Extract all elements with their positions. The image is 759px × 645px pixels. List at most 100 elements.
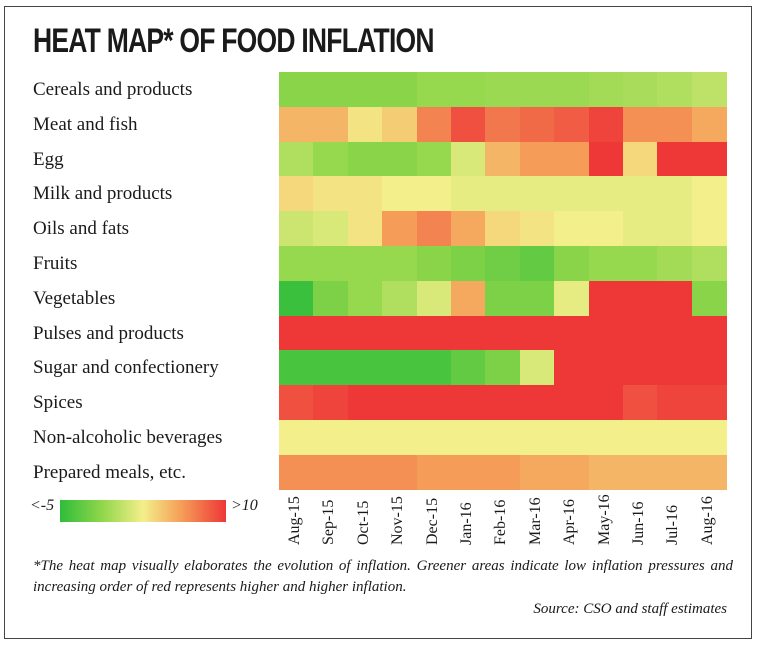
heatmap-cell — [347, 72, 383, 108]
heatmap-cell — [347, 420, 383, 456]
heatmap-cell — [279, 106, 314, 143]
heatmap-cell — [588, 211, 624, 247]
heatmap-cell — [313, 141, 349, 177]
heatmap-cell — [657, 176, 693, 212]
heatmap-cell — [623, 246, 658, 282]
heatmap-cell — [657, 280, 693, 317]
heatmap-cell — [691, 315, 727, 351]
column-label: Apr-16 — [561, 499, 579, 545]
row-label: Fruits — [33, 253, 78, 274]
heatmap-cell — [382, 72, 418, 108]
heatmap-cell — [623, 420, 658, 456]
heatmap-cell — [588, 350, 624, 386]
heatmap-cell — [347, 176, 383, 212]
heatmap-cell — [657, 72, 693, 108]
heatmap-cell — [519, 106, 555, 143]
heatmap-cell — [313, 385, 349, 421]
heatmap-cell — [657, 106, 693, 143]
row-label: Meat and fish — [33, 113, 138, 135]
heatmap-cell — [623, 280, 658, 317]
legend-max-label: >10 — [231, 497, 258, 514]
row-label: Spices — [33, 392, 83, 414]
heatmap-cell — [554, 141, 590, 177]
heatmap-cell — [279, 315, 314, 351]
row-label: Pulses and products — [33, 322, 184, 344]
heatmap-cell — [485, 246, 521, 282]
heatmap-cell — [691, 106, 727, 143]
heatmap-cell — [313, 280, 349, 317]
heatmap-cell — [588, 385, 624, 421]
heatmap-cell — [691, 385, 727, 421]
heatmap-cell — [416, 246, 452, 282]
heatmap-cell — [519, 420, 555, 456]
heatmap-cell — [554, 420, 590, 456]
heatmap-cell — [588, 315, 624, 351]
heatmap-cell — [588, 454, 624, 491]
row-label: Egg — [33, 148, 64, 170]
heatmap-cell — [279, 141, 314, 177]
heatmap-cell — [691, 211, 727, 247]
chart-frame — [4, 6, 752, 639]
heatmap-cell — [313, 211, 349, 247]
column-label: Feb-16 — [492, 499, 510, 545]
heatmap-cell — [554, 106, 590, 143]
heatmap-cell — [623, 141, 658, 177]
heatmap-cell — [691, 72, 727, 108]
heatmap-cell — [416, 385, 452, 421]
column-label: Nov-15 — [389, 496, 407, 545]
column-label: Dec-15 — [423, 497, 441, 545]
heatmap-cell — [519, 176, 555, 212]
heatmap-cell — [451, 72, 486, 108]
chart-title: HEAT MAP* OF FOOD INFLATION — [33, 22, 435, 60]
heatmap-cell — [416, 420, 452, 456]
heatmap-cell — [279, 350, 314, 386]
column-label: Mar-16 — [526, 497, 544, 545]
legend-color-bar — [60, 500, 226, 522]
heatmap-cell — [485, 350, 521, 386]
heatmap-cell — [623, 176, 658, 212]
column-label: Aug-16 — [698, 496, 716, 545]
heatmap-cell — [451, 420, 486, 456]
heatmap-cell — [382, 280, 418, 317]
heatmap-cell — [519, 211, 555, 247]
row-label: Sugar and confectionery — [33, 357, 219, 379]
heatmap-cell — [313, 454, 349, 491]
footnote: *The heat map visually elaborates the ev… — [33, 558, 733, 595]
heatmap-cell — [657, 315, 693, 351]
heatmap-cell — [313, 106, 349, 143]
heatmap-cell — [451, 350, 486, 386]
heatmap-cell — [691, 420, 727, 456]
heatmap-cell — [588, 106, 624, 143]
heatmap-cell — [382, 350, 418, 386]
heatmap-cell — [691, 350, 727, 386]
heatmap-cell — [451, 211, 486, 247]
column-label: Jan-16 — [458, 502, 475, 545]
heatmap-cell — [347, 385, 383, 421]
heatmap-cell — [416, 280, 452, 317]
heatmap-cell — [657, 350, 693, 386]
heatmap-cell — [657, 454, 693, 491]
heatmap-cell — [279, 420, 314, 456]
heatmap-cell — [279, 280, 314, 317]
heatmap-cell — [623, 454, 658, 491]
heatmap-cell — [485, 315, 521, 351]
heatmap-cell — [451, 106, 486, 143]
heatmap-cell — [485, 211, 521, 247]
heatmap-cell — [691, 454, 727, 491]
heatmap-cell — [554, 176, 590, 212]
heatmap-cell — [691, 176, 727, 212]
heatmap-cell — [279, 211, 314, 247]
heatmap-cell — [519, 280, 555, 317]
heatmap-cell — [279, 176, 314, 212]
heatmap-cell — [623, 211, 658, 247]
heatmap-cell — [313, 246, 349, 282]
heatmap-cell — [416, 315, 452, 351]
heatmap-cell — [313, 350, 349, 386]
heatmap-cell — [347, 141, 383, 177]
heatmap-cell — [313, 420, 349, 456]
heatmap-cell — [382, 246, 418, 282]
row-label: Prepared meals, etc. — [33, 461, 186, 483]
row-label: Milk and products — [33, 183, 173, 205]
heatmap-cell — [623, 350, 658, 386]
heatmap-cell — [347, 246, 383, 282]
